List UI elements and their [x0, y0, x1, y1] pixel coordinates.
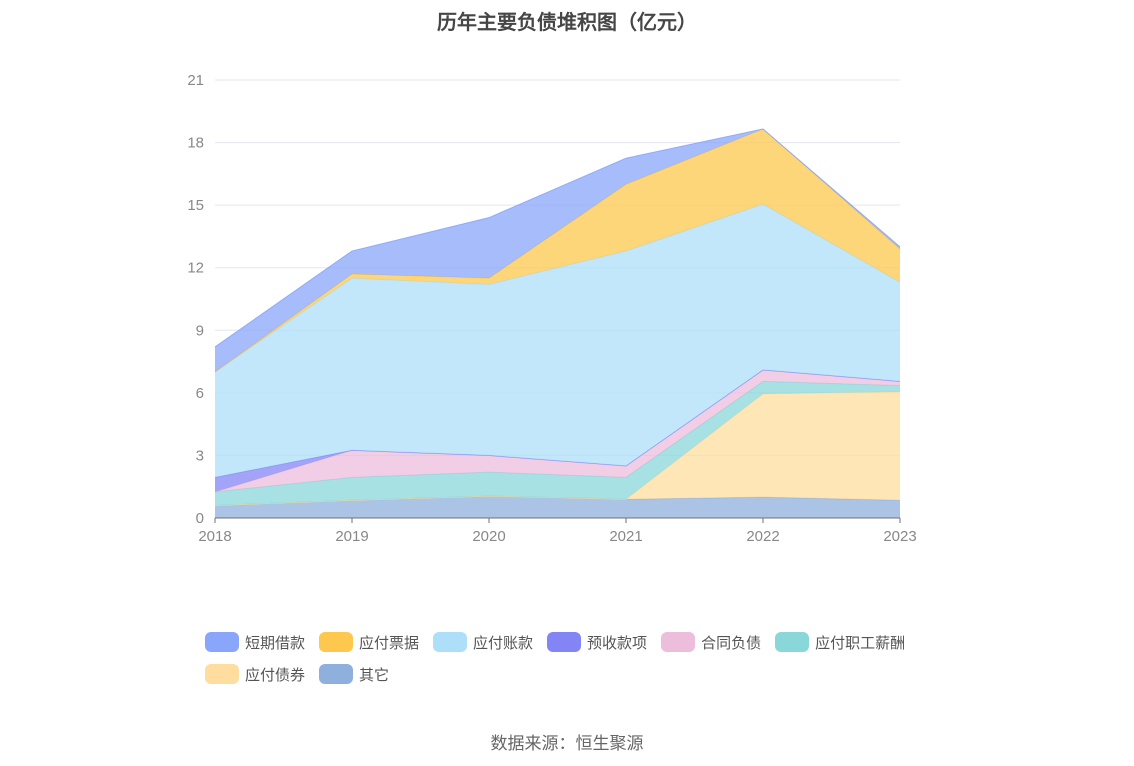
area-series-3 [215, 369, 900, 492]
legend-label: 应付债券 [245, 665, 306, 684]
legend-swatch [661, 632, 696, 652]
legend-swatch [319, 664, 354, 684]
y-tick-label: 15 [187, 197, 204, 214]
legend-label: 预收款项 [587, 633, 648, 652]
y-tick-label: 3 [196, 447, 204, 464]
legend: 短期借款 应付票据 应付账款 预收款项 合同负债 应付职工薪酬应付债券 其它 [205, 632, 965, 684]
legend-label: 其它 [359, 665, 390, 684]
legend-label: 短期借款 [245, 633, 306, 652]
legend-label: 应付账款 [473, 633, 534, 652]
legend-swatch [205, 664, 239, 684]
legend-swatch [319, 632, 354, 652]
legend-swatch [775, 632, 810, 652]
legend-item[interactable]: 应付债券 [205, 664, 305, 684]
area-series-0 [215, 496, 900, 518]
y-tick-label: 18 [187, 135, 204, 152]
x-tick-label: 2023 [883, 528, 916, 545]
x-tick-label: 2019 [335, 528, 368, 545]
x-tick-label: 2021 [609, 528, 642, 545]
chart-title: 历年主要负债堆积图（亿元） [437, 10, 697, 34]
area-series-5 [215, 204, 900, 478]
legend-item[interactable]: 应付职工薪酬 [775, 632, 905, 652]
area-series-6 [215, 129, 900, 372]
x-tick-label: 2022 [746, 528, 779, 545]
legend-item[interactable]: 短期借款 [205, 632, 305, 652]
x-tick-label: 2020 [472, 528, 505, 545]
legend-item[interactable]: 应付票据 [319, 632, 419, 652]
legend-item[interactable]: 合同负债 [661, 632, 761, 652]
legend-label: 应付职工薪酬 [815, 633, 906, 652]
legend-swatch [547, 632, 582, 652]
y-tick-label: 12 [187, 260, 204, 277]
y-tick-label: 6 [196, 385, 204, 402]
area-series [214, 128, 901, 518]
legend-swatch [433, 632, 468, 652]
y-tick-label: 9 [196, 322, 204, 339]
legend-swatch [205, 632, 239, 652]
legend-item[interactable]: 其它 [319, 664, 389, 684]
source-note: 数据来源：恒生聚源 [490, 734, 644, 754]
legend-label: 应付票据 [359, 633, 420, 652]
x-tick-label: 2018 [198, 528, 231, 545]
axes: 0 3 6 9 12 15 18 21 2018 2019 2020 2021 2022 2023 [187, 72, 916, 545]
series-line-7 [214, 128, 901, 348]
series-line-2 [214, 380, 901, 493]
legend-label: 合同负债 [701, 633, 762, 652]
y-tick-label: 21 [187, 72, 204, 89]
legend-item[interactable]: 预收款项 [547, 632, 647, 652]
area-series-2 [215, 381, 900, 506]
y-tick-label: 0 [196, 510, 204, 527]
legend-item[interactable]: 应付账款 [433, 632, 533, 652]
